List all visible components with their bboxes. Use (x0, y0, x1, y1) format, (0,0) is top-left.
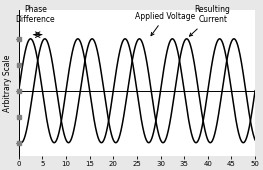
Text: Phase
Difference: Phase Difference (16, 5, 55, 24)
Y-axis label: Arbitrary Scale: Arbitrary Scale (3, 54, 12, 112)
Text: Resulting
Current: Resulting Current (189, 5, 231, 36)
Text: Applied Voltage: Applied Voltage (135, 12, 195, 36)
